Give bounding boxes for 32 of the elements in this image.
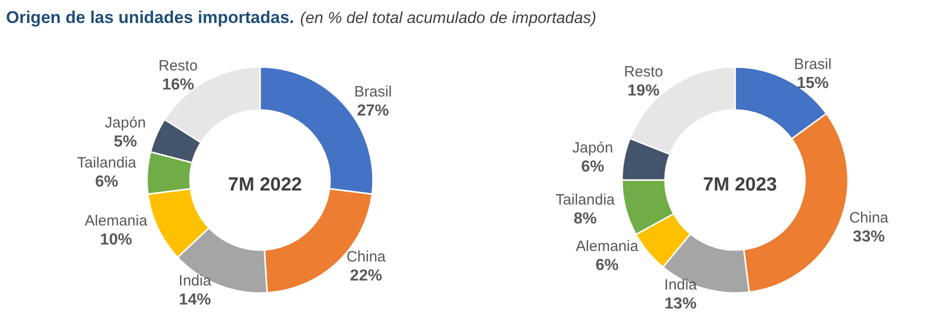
slice-label: Resto (624, 64, 664, 81)
chart-title: Origen de las unidades importadas. (6, 8, 294, 27)
data-label: 22% (350, 268, 382, 285)
slice-label: India (178, 272, 212, 290)
data-label: 16% (162, 76, 194, 94)
slice-label: Alemania (84, 212, 148, 230)
slice-label: Japón (104, 114, 146, 132)
slice-label: China (849, 209, 890, 226)
slice-label: Tailandia (556, 192, 616, 209)
data-label: 6% (595, 256, 619, 274)
data-label: 15% (796, 74, 829, 92)
data-label: 14% (178, 292, 211, 309)
data-label: 33% (852, 228, 885, 246)
data-label: 6% (95, 174, 118, 191)
slice-label: Tailandia (77, 154, 137, 172)
data-label: 8% (574, 210, 597, 228)
text: (en % del total acumulado de importadas) (300, 10, 596, 27)
slice-label: China (346, 248, 386, 266)
data-label: 5% (114, 134, 137, 151)
data-label: 27% (357, 102, 390, 120)
data-label: 19% (628, 82, 660, 100)
slice-label: India (664, 276, 698, 294)
data-label: 10% (100, 232, 132, 249)
slice-label: Japón (572, 140, 614, 157)
slice-label: Brasil (354, 83, 392, 100)
data-label: 13% (664, 295, 697, 312)
slice-label: Resto (158, 58, 198, 75)
text: 7M 2022 (228, 174, 302, 196)
slice-label: Brasil (794, 56, 832, 73)
text: 7M 2023 (703, 174, 777, 196)
slice-label: Alemania (576, 238, 639, 255)
data-label: 6% (581, 158, 604, 176)
